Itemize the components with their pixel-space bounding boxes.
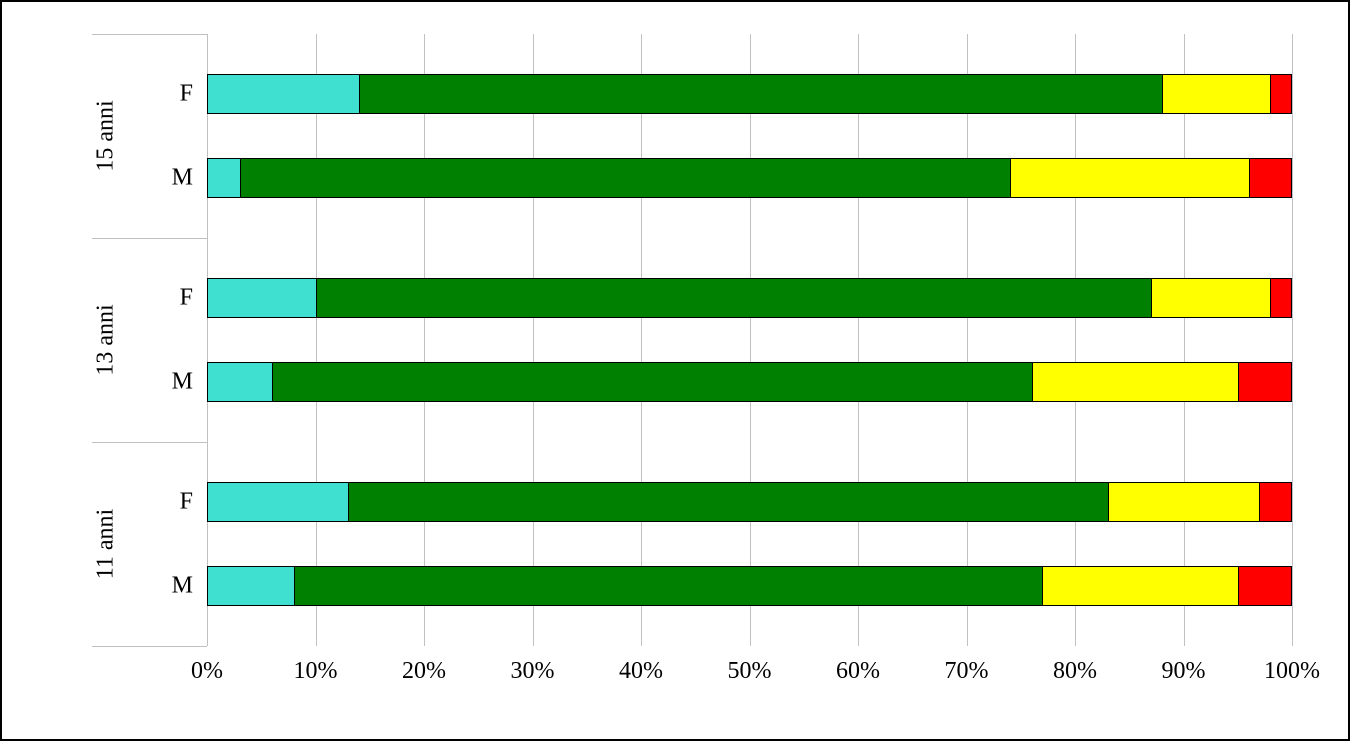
bar-segment [1259,482,1292,522]
bar-segment [1032,362,1238,402]
bar-segment [1151,278,1270,318]
grid-line [316,34,317,646]
group-separator [92,442,207,443]
group-label: 11 anni [93,509,120,579]
stacked-bar [207,278,1292,318]
grid-line [967,34,968,646]
chart-area: 0% 10% 20% 30% 40% 50% 60% 70% 80% 90% 100% 15 anni… [2,2,1350,743]
row-label: M [172,572,207,599]
bar-segment [348,482,1108,522]
chart-frame: 0% 10% 20% 30% 40% 50% 60% 70% 80% 90% 100% 15 anni… [0,0,1350,741]
grid-line [424,34,425,646]
grid-line [858,34,859,646]
row-label: F [180,81,207,108]
group-separator [92,34,207,35]
bar-segment [1270,74,1292,114]
row-label: M [172,368,207,395]
stacked-bar [207,158,1292,198]
bar-segment [1249,158,1292,198]
row-label: F [180,489,207,516]
bar-segment [1042,566,1237,606]
row-label: F [180,285,207,312]
bar-segment [1238,566,1292,606]
bar-segment [207,566,294,606]
group-label: 15 anni [93,100,120,171]
bar-segment [1238,362,1292,402]
bar-segment [207,74,359,114]
bar-segment [1010,158,1249,198]
x-tick-label: 20% [402,658,446,685]
x-tick-label: 80% [1053,658,1097,685]
stacked-bar [207,566,1292,606]
bar-segment [1108,482,1260,522]
x-tick-label: 40% [619,658,663,685]
bar-segment [207,158,240,198]
bar-segment [207,482,348,522]
bar-segment [1270,278,1292,318]
bar-segment [240,158,1010,198]
group-separator [92,238,207,239]
grid-line [641,34,642,646]
grid-line [750,34,751,646]
grid-line [207,34,208,646]
grid-line [1075,34,1076,646]
bar-segment [359,74,1162,114]
x-tick-label: 90% [1162,658,1206,685]
bar-segment [1162,74,1271,114]
stacked-bar [207,362,1292,402]
grid-line [1292,34,1293,646]
plot-area [207,34,1292,646]
grid-line [1184,34,1185,646]
x-tick-label: 0% [191,658,223,685]
x-tick-label: 100% [1264,658,1320,685]
x-tick-label: 50% [728,658,772,685]
bar-segment [207,278,316,318]
x-tick-label: 60% [836,658,880,685]
group-separator [92,646,207,647]
grid-line [533,34,534,646]
group-label: 13 anni [93,304,120,375]
row-label: M [172,164,207,191]
stacked-bar [207,74,1292,114]
bar-segment [207,362,272,402]
bar-segment [316,278,1151,318]
bar-segment [272,362,1032,402]
x-tick-label: 10% [294,658,338,685]
x-tick-label: 30% [511,658,555,685]
stacked-bar [207,482,1292,522]
x-tick-label: 70% [945,658,989,685]
bar-segment [294,566,1043,606]
